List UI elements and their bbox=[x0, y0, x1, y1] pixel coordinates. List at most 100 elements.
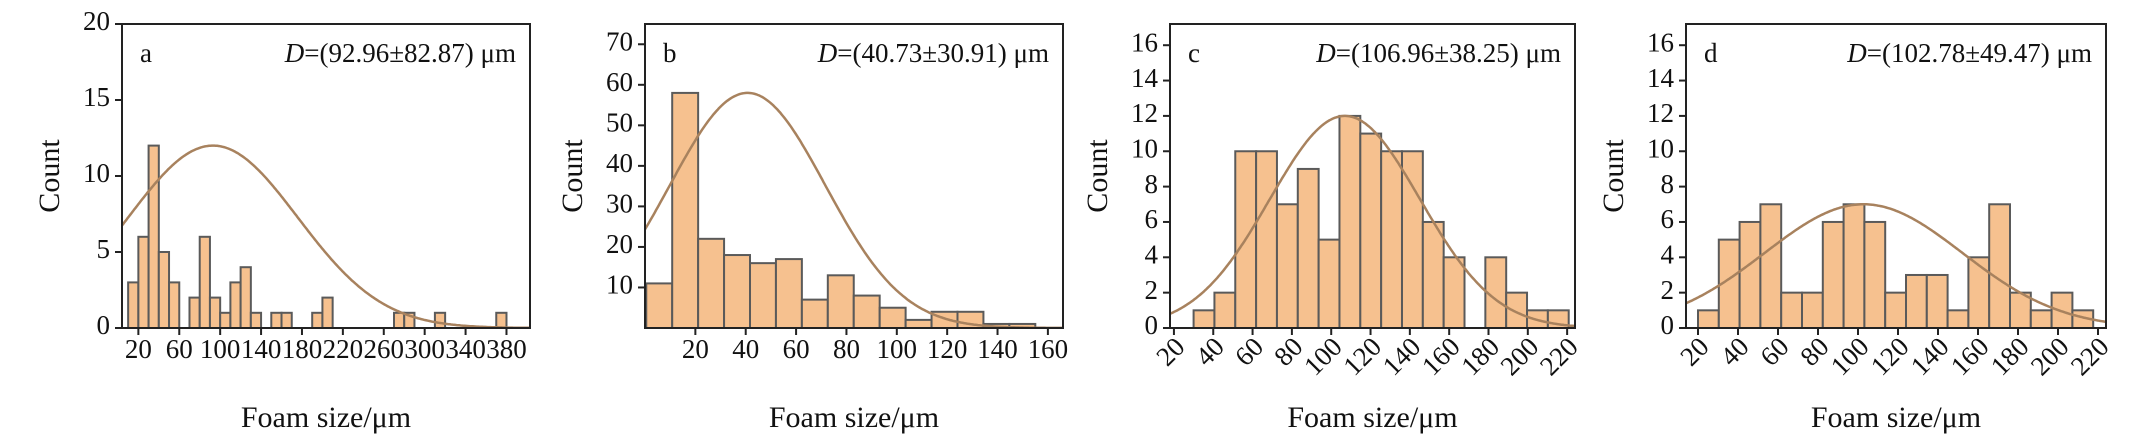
bar bbox=[280, 311, 293, 328]
bar bbox=[878, 306, 907, 328]
fit-curve bbox=[1170, 114, 1575, 328]
x-axis-label: Foam size/μm bbox=[769, 401, 939, 434]
bar bbox=[270, 311, 283, 328]
y-tick-label: 20 bbox=[606, 229, 633, 259]
bar bbox=[1359, 132, 1383, 328]
bar bbox=[1842, 203, 1866, 328]
y-tick-label: 0 bbox=[1145, 310, 1159, 340]
x-tick-label: 20 bbox=[125, 334, 152, 364]
bar bbox=[1421, 220, 1445, 328]
x-axis-label: Foam size/μm bbox=[1287, 401, 1457, 434]
bar bbox=[1400, 150, 1424, 328]
y-tick-label: 20 bbox=[83, 6, 110, 36]
bar bbox=[904, 318, 933, 328]
y-tick-label: 30 bbox=[606, 189, 633, 219]
y-tick-label: 50 bbox=[606, 108, 633, 138]
fit-curve bbox=[645, 91, 1063, 328]
annotation-symbol: D bbox=[817, 38, 838, 68]
x-tick-label: 60 bbox=[1229, 331, 1269, 371]
bar bbox=[1801, 291, 1824, 328]
bar bbox=[393, 311, 406, 328]
x-tick-label: 60 bbox=[166, 334, 193, 364]
fit-curve bbox=[1686, 203, 2106, 324]
bar bbox=[1317, 238, 1341, 328]
y-tick-label: 15 bbox=[83, 82, 110, 112]
y-axis-label: Count bbox=[33, 139, 66, 213]
x-tick-label: 40 bbox=[732, 334, 759, 364]
bar bbox=[137, 235, 150, 328]
bar bbox=[1738, 220, 1762, 328]
annotation-text: =(92.96±82.87) μm bbox=[304, 38, 516, 68]
annotation-text: =(40.73±30.91) μm bbox=[837, 38, 1049, 68]
x-tick-label: 40 bbox=[1714, 331, 1754, 371]
bar bbox=[1905, 273, 1928, 328]
x-tick-label: 100 bbox=[200, 334, 241, 364]
bar bbox=[321, 296, 334, 328]
y-tick-label: 70 bbox=[606, 26, 633, 56]
bar bbox=[1884, 291, 1907, 328]
y-tick-label: 14 bbox=[1647, 63, 1675, 93]
x-tick-label: 160 bbox=[1028, 334, 1069, 364]
bar bbox=[229, 281, 242, 328]
bar bbox=[1213, 291, 1237, 328]
bar bbox=[198, 235, 211, 328]
x-tick-label: 220 bbox=[2065, 331, 2115, 381]
bar bbox=[749, 262, 777, 328]
panel-letter: a bbox=[140, 38, 152, 68]
y-tick-label: 4 bbox=[1661, 240, 1675, 270]
bar bbox=[723, 254, 752, 328]
x-tick-label: 140 bbox=[977, 334, 1018, 364]
y-tick-label: 10 bbox=[1131, 133, 1158, 163]
bar bbox=[697, 237, 726, 328]
annotation-symbol: D bbox=[284, 38, 305, 68]
bar bbox=[2029, 309, 2053, 328]
y-tick-label: 10 bbox=[83, 158, 110, 188]
annotation: D=(40.73±30.91) μm bbox=[817, 38, 1049, 68]
x-tick-label: 220 bbox=[1534, 331, 1584, 381]
bar bbox=[1988, 203, 2011, 328]
bar bbox=[127, 281, 140, 328]
annotation-symbol: D bbox=[1315, 38, 1336, 68]
annotation: D=(106.96±38.25) μm bbox=[1315, 38, 1561, 68]
bar bbox=[1697, 309, 1720, 328]
x-tick-label: 60 bbox=[783, 334, 810, 364]
y-tick-label: 2 bbox=[1661, 275, 1675, 305]
plot-frame bbox=[1685, 23, 2107, 329]
bar bbox=[1821, 220, 1845, 328]
bar bbox=[219, 311, 232, 328]
y-tick-label: 0 bbox=[97, 310, 111, 340]
y-tick-label: 60 bbox=[606, 67, 633, 97]
plot-frame bbox=[121, 23, 531, 329]
panel: 10 20 30 40 50 60 70 20 40 60 80 100 120 140 160 b D=(40… bbox=[556, 23, 1069, 434]
bar bbox=[1442, 256, 1466, 328]
x-tick-label: 100 bbox=[877, 334, 918, 364]
y-tick-label: 12 bbox=[1647, 98, 1674, 128]
x-axis-label: Foam size/μm bbox=[241, 401, 411, 434]
bar bbox=[671, 91, 700, 328]
plot-frame bbox=[1169, 23, 1576, 329]
panel-letter: d bbox=[1704, 38, 1718, 68]
bar bbox=[1967, 256, 1991, 328]
panel-letter: b bbox=[663, 38, 677, 68]
y-tick-label: 10 bbox=[1647, 133, 1674, 163]
bar bbox=[645, 282, 674, 328]
bar bbox=[800, 298, 829, 328]
y-tick-label: 0 bbox=[1661, 310, 1675, 340]
x-tick-label: 40 bbox=[1190, 331, 1230, 371]
annotation: D=(102.78±49.47) μm bbox=[1846, 38, 2092, 68]
bar bbox=[826, 274, 855, 328]
y-tick-label: 2 bbox=[1145, 275, 1159, 305]
x-tick-label: 120 bbox=[927, 334, 968, 364]
bar bbox=[1759, 203, 1783, 328]
bar bbox=[774, 258, 803, 328]
bar bbox=[311, 311, 324, 328]
x-tick-label: 300 bbox=[404, 334, 445, 364]
y-tick-label: 5 bbox=[97, 234, 111, 264]
bar bbox=[1192, 309, 1216, 328]
bar bbox=[1275, 203, 1299, 328]
y-tick-label: 4 bbox=[1145, 240, 1159, 270]
fit-curve bbox=[122, 144, 530, 328]
bar bbox=[1255, 150, 1278, 328]
